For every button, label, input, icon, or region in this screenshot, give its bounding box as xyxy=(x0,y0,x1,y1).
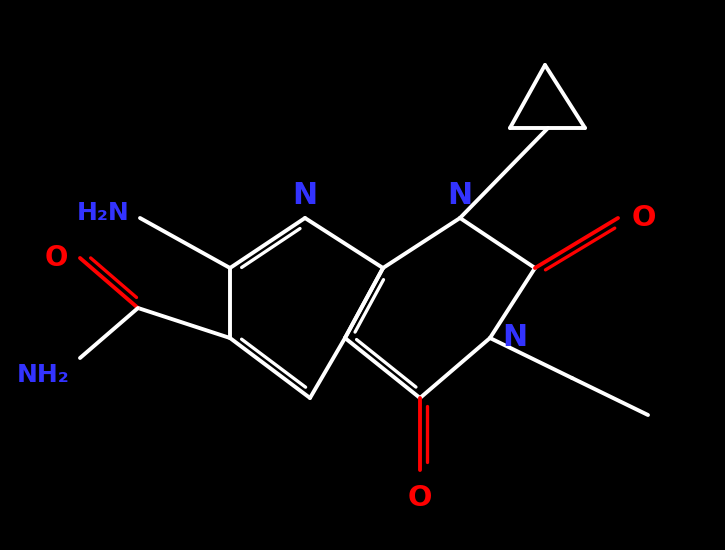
Text: O: O xyxy=(45,244,68,272)
Text: O: O xyxy=(407,484,432,512)
Text: N: N xyxy=(502,323,527,353)
Text: H₂N: H₂N xyxy=(78,201,130,225)
Text: NH₂: NH₂ xyxy=(17,363,70,387)
Text: N: N xyxy=(447,181,473,210)
Text: N: N xyxy=(292,181,318,210)
Text: O: O xyxy=(632,204,657,232)
